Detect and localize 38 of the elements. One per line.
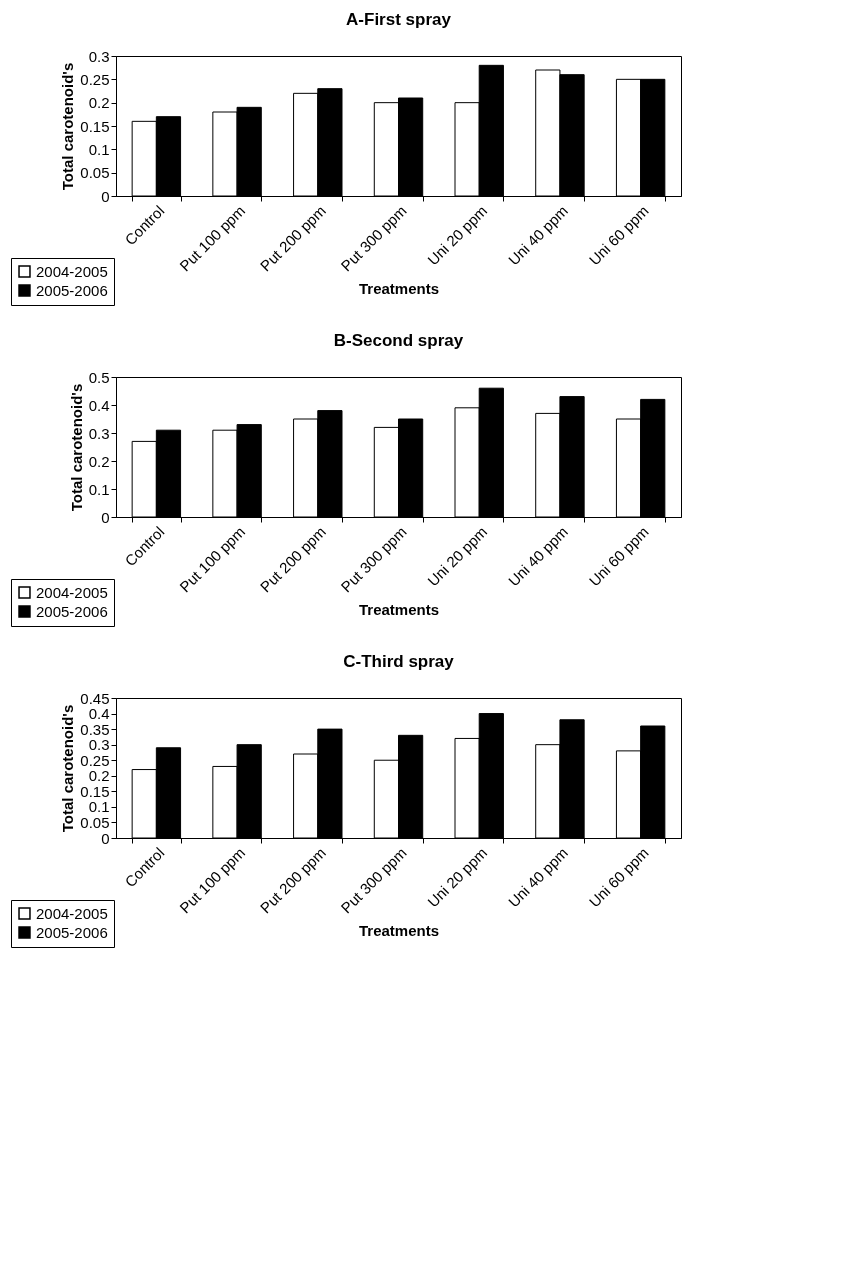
- y-tick-label: 0.05: [80, 164, 110, 182]
- chart-title: A-First spray: [346, 10, 452, 29]
- y-tick-label: 0.25: [80, 751, 110, 769]
- y-axis-title: Total carotenoid's: [59, 704, 77, 833]
- y-axis-title: Total carotenoid's: [59, 62, 77, 191]
- y-tick-label: 0.2: [88, 452, 110, 470]
- y-tick-label: 0.15: [80, 782, 110, 800]
- y-tick-label: 0.3: [88, 47, 110, 65]
- y-tick-label: 0.3: [88, 424, 110, 442]
- y-axis-title: Total carotenoid's: [67, 383, 85, 512]
- y-tick-label: 0.2: [88, 94, 110, 112]
- y-tick-label: 0.15: [80, 117, 110, 135]
- y-tick-label: 0.45: [80, 689, 110, 707]
- y-tick-label: 0.1: [88, 798, 110, 816]
- legend-label: 2004-2005: [36, 262, 108, 280]
- y-tick-label: 0.5: [88, 368, 110, 386]
- y-tick-label: 0.2: [88, 767, 110, 785]
- legend-label: 2004-2005: [36, 904, 108, 922]
- x-axis-title: Treatments: [358, 280, 440, 298]
- legend-label: 2005-2006: [36, 923, 108, 941]
- y-tick-label: 0.4: [88, 396, 110, 414]
- y-tick-label: 0.4: [88, 705, 110, 723]
- y-tick-label: 0: [101, 829, 110, 847]
- y-tick-label: 0: [101, 508, 110, 526]
- x-axis-title: Treatments: [358, 922, 440, 940]
- y-tick-label: 0.3: [88, 736, 110, 754]
- y-tick-label: 0.25: [80, 70, 110, 88]
- y-tick-label: 0.05: [80, 813, 110, 831]
- legend-label: 2005-2006: [36, 602, 108, 620]
- x-axis-title: Treatments: [358, 601, 440, 619]
- y-tick-label: 0: [101, 187, 110, 205]
- y-tick-label: 0.1: [88, 480, 110, 498]
- y-tick-label: 0.1: [88, 140, 110, 158]
- legend-label: 2005-2006: [36, 281, 108, 299]
- y-tick-label: 0.35: [80, 720, 110, 738]
- legend-label: 2004-2005: [36, 583, 108, 601]
- chart-title: B-Second spray: [333, 331, 464, 350]
- chart-title: C-Third spray: [343, 652, 455, 671]
